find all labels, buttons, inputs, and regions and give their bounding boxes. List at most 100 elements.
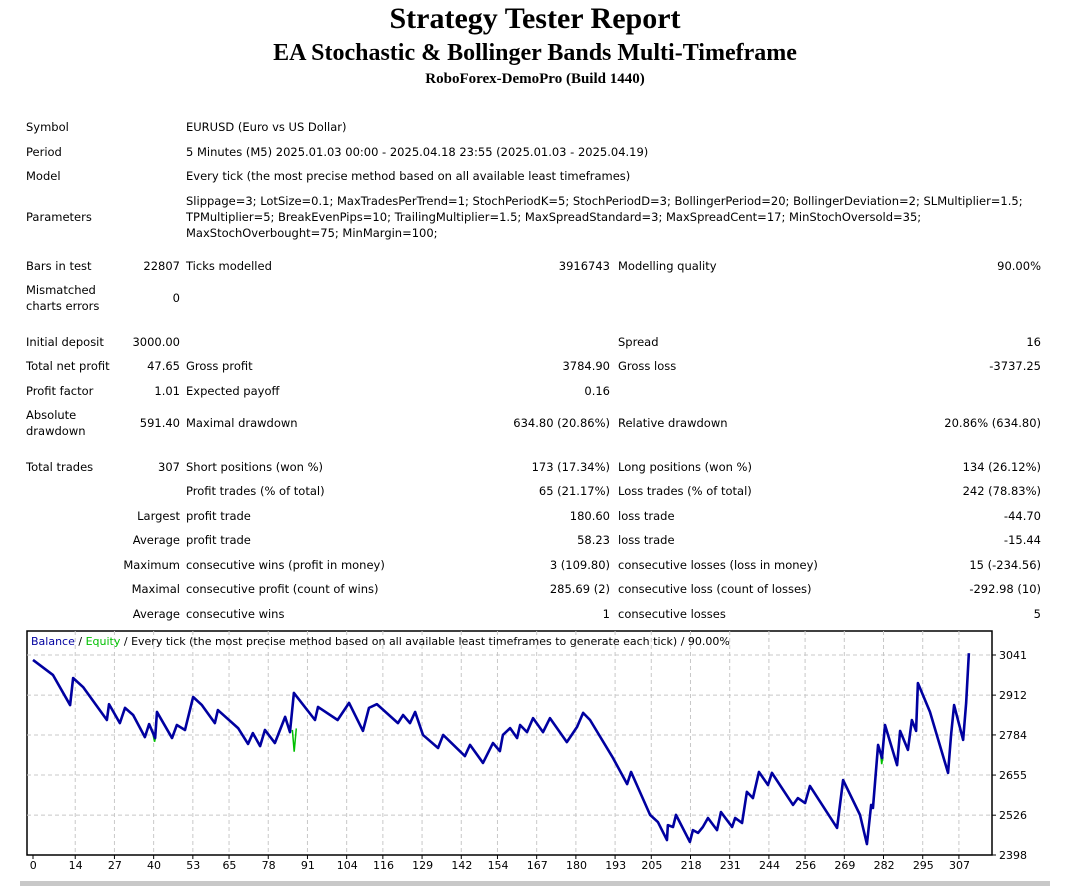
quality: 90.00%	[997, 259, 1041, 273]
mismatch: 0	[172, 291, 180, 305]
max-dd-label: Maximal drawdown	[186, 416, 298, 430]
x-tick-label: 295	[913, 859, 934, 872]
avg-loss-label: loss trade	[618, 533, 675, 547]
x-tick-label: 167	[527, 859, 548, 872]
pf: 1.01	[154, 384, 180, 398]
x-tick-label: 231	[720, 859, 741, 872]
max-wins-label: consecutive wins (profit in money)	[186, 558, 385, 572]
x-tick-label: 14	[69, 859, 83, 872]
largest-label: Largest	[137, 509, 180, 523]
largest-loss: -44.70	[1003, 509, 1041, 523]
bars-label: Bars in test	[26, 259, 92, 273]
y-tick-label: 2655	[999, 769, 1027, 782]
x-tick-label: 27	[108, 859, 122, 872]
mismatch-label1: Mismatched	[26, 283, 96, 297]
mismatch-label2: charts errors	[26, 299, 100, 313]
report-title: Strategy Tester Report	[389, 2, 681, 35]
bars: 22807	[143, 259, 180, 273]
max-wins: 3 (109.80)	[549, 558, 610, 572]
x-tick-label: 193	[605, 859, 626, 872]
abs-dd-label2: drawdown	[26, 424, 86, 438]
deposit: 3000.00	[132, 335, 180, 349]
abs-dd: 591.40	[139, 416, 180, 430]
long-label: Long positions (won %)	[618, 460, 752, 474]
net: 47.65	[147, 359, 180, 373]
period-label: Period	[26, 145, 62, 159]
x-tick-label: 129	[412, 859, 433, 872]
y-tick-label: 2526	[999, 809, 1027, 822]
ticks-label: Ticks modelled	[186, 259, 272, 273]
max-dd: 634.80 (20.86%)	[513, 416, 610, 430]
avg-loss: -15.44	[1003, 533, 1041, 547]
avg-wins: 1	[602, 607, 610, 621]
short: 173 (17.34%)	[531, 460, 610, 474]
x-tick-label: 205	[641, 859, 662, 872]
long: 134 (26.12%)	[962, 460, 1041, 474]
average-label: Average	[132, 533, 180, 547]
avg-profit-label: profit trade	[186, 533, 251, 547]
quality-label: Modelling quality	[618, 259, 717, 273]
x-tick-label: 154	[488, 859, 509, 872]
avg-wins-label: consecutive wins	[186, 607, 285, 621]
gross-profit-label: Gross profit	[186, 359, 253, 373]
symbol-value: EURUSD (Euro vs US Dollar)	[186, 120, 347, 134]
maximal-loss: -292.98 (10)	[969, 582, 1041, 596]
y-tick-label: 2398	[999, 849, 1027, 862]
deposit-label: Initial deposit	[26, 335, 104, 349]
x-tick-label: 256	[795, 859, 816, 872]
x-tick-label: 218	[681, 859, 702, 872]
bottom-scrollbar[interactable]	[20, 881, 1050, 886]
x-tick-label: 307	[949, 859, 970, 872]
gross-loss: -3737.25	[989, 359, 1041, 373]
maximal-profit-label: consecutive profit (count of wins)	[186, 582, 379, 596]
gross-loss-label: Gross loss	[618, 359, 677, 373]
payoff-label: Expected payoff	[186, 384, 280, 398]
profit-trades-label: Profit trades (% of total)	[186, 484, 325, 498]
model-label: Model	[26, 169, 61, 183]
profit-trades: 65 (21.17%)	[538, 484, 610, 498]
max-losses-label: consecutive losses (loss in money)	[618, 558, 818, 572]
x-tick-label: 269	[834, 859, 855, 872]
parameters-label: Parameters	[26, 210, 92, 224]
period-value: 5 Minutes (M5) 2025.01.03 00:00 - 2025.0…	[186, 145, 649, 159]
chart-frame	[26, 630, 993, 856]
x-tick-label: 104	[337, 859, 358, 872]
x-tick-label: 40	[147, 859, 161, 872]
legend-equity: Equity	[86, 635, 121, 648]
largest-loss-label: loss trade	[618, 509, 675, 523]
symbol-label: Symbol	[26, 120, 69, 134]
x-tick-label: 244	[759, 859, 780, 872]
gross-profit: 3784.90	[562, 359, 610, 373]
rel-dd-label: Relative drawdown	[618, 416, 728, 430]
maximal-loss-label: consecutive loss (count of losses)	[618, 582, 812, 596]
y-tick-label: 3041	[999, 649, 1027, 662]
x-tick-label: 282	[874, 859, 895, 872]
legend-separator: /	[75, 635, 86, 648]
equity-line	[291, 728, 298, 752]
x-tick-label: 78	[262, 859, 276, 872]
loss-trades-label: Loss trades (% of total)	[618, 484, 752, 498]
y-tick-label: 2784	[999, 729, 1027, 742]
avg-losses: 5	[1033, 607, 1041, 621]
largest-profit: 180.60	[569, 509, 610, 523]
parameters-line-3: MaxStochOverbought=75; MinMargin=100;	[186, 226, 438, 240]
x-tick-label: 91	[301, 859, 315, 872]
x-tick-label: 116	[373, 859, 394, 872]
pf-label: Profit factor	[26, 384, 94, 398]
net-label: Total net profit	[26, 359, 110, 373]
trades-label: Total trades	[26, 460, 94, 474]
x-tick-label: 180	[566, 859, 587, 872]
short-label: Short positions (won %)	[186, 460, 324, 474]
x-tick-label: 142	[451, 859, 472, 872]
loss-trades: 242 (78.83%)	[962, 484, 1041, 498]
trades: 307	[158, 460, 180, 474]
report-server: RoboForex-DemoPro (Build 1440)	[425, 71, 645, 87]
average2-label: Average	[132, 607, 180, 621]
parameters-line-1: Slippage=3; LotSize=0.1; MaxTradesPerTre…	[186, 194, 1023, 208]
maximal-label: Maximal	[131, 582, 180, 596]
ticks: 3916743	[558, 259, 610, 273]
balance-line	[32, 653, 971, 846]
y-tick-label: 2912	[999, 689, 1027, 702]
report-subtitle: EA Stochastic & Bollinger Bands Multi-Ti…	[273, 40, 797, 66]
balance-chart: 3041 2912 2784 2655 2526 2398 0 14 27 40 53 65 78 91 1…	[26, 630, 1027, 872]
